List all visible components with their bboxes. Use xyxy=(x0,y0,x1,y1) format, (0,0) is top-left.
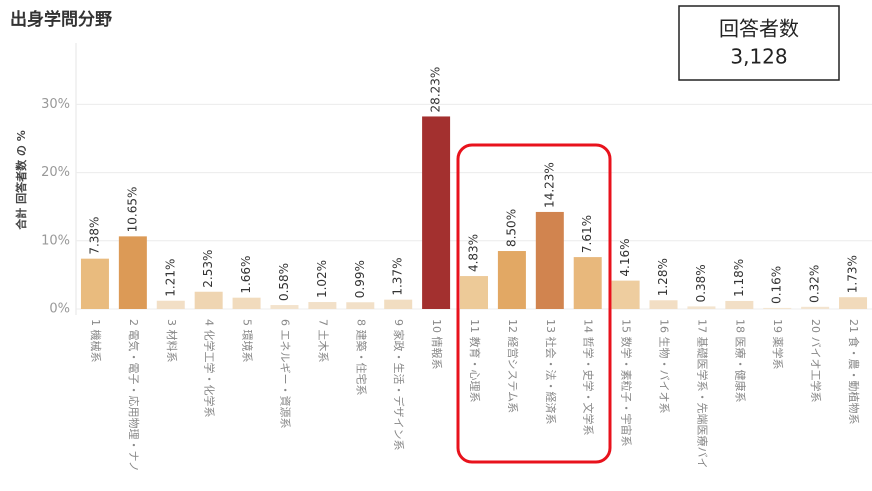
value-label: 1.02% xyxy=(315,260,329,298)
x-tick-label: 15 数学・素粒子・宇宙系 xyxy=(620,319,634,447)
value-label: 8.50% xyxy=(504,209,518,247)
bar xyxy=(384,299,413,309)
y-tick-label: 0% xyxy=(49,302,70,317)
bar xyxy=(460,276,488,309)
x-tick-label: 4 化学工学・化学系 xyxy=(203,319,217,418)
value-label: 1.21% xyxy=(163,259,177,297)
bar xyxy=(232,297,261,309)
bar xyxy=(801,306,830,309)
bar xyxy=(118,236,147,309)
value-label: 0.38% xyxy=(694,264,708,302)
x-tick-label: 8 建築・住宅系 xyxy=(354,319,368,396)
bar xyxy=(497,251,526,309)
value-label: 7.61% xyxy=(580,215,594,253)
bar xyxy=(80,258,109,309)
x-tick-label: 1 機械系 xyxy=(89,319,103,363)
value-label: 4.16% xyxy=(618,239,632,277)
x-tick-label: 18 医療・健康系 xyxy=(733,319,747,403)
chart-title: 出身学問分野 xyxy=(10,9,112,30)
x-tick-label: 6 エネルギー・資源系 xyxy=(278,319,292,429)
bar xyxy=(649,300,678,309)
summary-box xyxy=(678,5,840,81)
bar xyxy=(535,211,564,309)
x-tick-label: 10 情報系 xyxy=(430,319,443,370)
value-label: 7.38% xyxy=(87,217,101,255)
value-label: 1.37% xyxy=(391,258,405,296)
x-tick-label: 21 食・農・動植物系 xyxy=(847,319,861,425)
x-tick-label: 3 材料系 xyxy=(165,319,179,363)
x-tick-label: 11 教育・心理系 xyxy=(468,319,482,403)
bar xyxy=(422,116,451,309)
x-tick-label: 16 生物・バイオ系 xyxy=(658,319,672,414)
value-label: 1.18% xyxy=(732,259,746,297)
y-axis-label: 合計 回答者数 の % xyxy=(14,130,28,230)
value-label: 0.58% xyxy=(277,263,291,301)
x-tick-label: 2 電気・電子・応用物理・ナノ xyxy=(127,319,141,472)
value-label: 0.16% xyxy=(770,266,784,304)
value-label: 2.53% xyxy=(201,250,215,288)
value-label: 0.99% xyxy=(353,260,367,298)
bar xyxy=(687,306,716,309)
bar xyxy=(839,297,868,309)
bar xyxy=(270,305,299,309)
y-tick-label: 30% xyxy=(41,97,70,112)
x-tick-label: 5 環境系 xyxy=(241,319,255,363)
bar xyxy=(573,257,602,309)
value-label: 14.23% xyxy=(542,162,556,208)
x-tick-label: 19 薬学系 xyxy=(771,319,785,370)
summary-label: 回答者数 xyxy=(719,17,799,41)
value-label: 28.23% xyxy=(429,67,443,113)
x-tick-label: 7 土木系 xyxy=(316,319,329,363)
value-label: 1.66% xyxy=(239,256,253,294)
x-tick-label: 13 社会・法・経済系 xyxy=(544,319,558,425)
x-tick-label: 20 バイオ工学系 xyxy=(809,319,823,403)
value-label: 10.65% xyxy=(125,187,139,233)
bar xyxy=(194,291,223,309)
value-label: 0.32% xyxy=(808,265,822,303)
summary-value: 3,128 xyxy=(730,45,787,69)
x-tick-label: 12 経営システム系 xyxy=(506,319,520,413)
highlight-box xyxy=(456,143,612,464)
y-tick-label: 10% xyxy=(41,233,70,248)
value-label: 1.73% xyxy=(846,255,860,293)
bar xyxy=(308,302,337,309)
y-tick-label: 20% xyxy=(41,165,70,180)
value-label: 1.28% xyxy=(656,258,670,296)
bar xyxy=(763,307,792,309)
bar xyxy=(725,300,754,309)
value-label: 4.83% xyxy=(467,234,481,272)
x-tick-label: 14 哲学・史学・文学系 xyxy=(582,319,596,436)
bar xyxy=(156,300,185,309)
x-tick-label: 9 家政・生活・デザイン系 xyxy=(392,319,406,451)
x-tick-label: 17 基礎医学系・先端医療バイ xyxy=(695,319,709,469)
bar xyxy=(611,280,640,309)
bar xyxy=(346,302,375,309)
